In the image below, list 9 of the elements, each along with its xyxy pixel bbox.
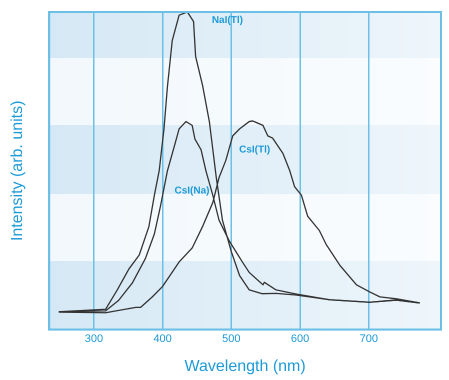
- x-tick-label: 300: [84, 333, 104, 346]
- x-tick-label: 600: [290, 333, 310, 346]
- x-tick-label: 400: [153, 333, 172, 346]
- y-axis-title: Intensity (arb. units): [9, 100, 26, 242]
- x-tick-label: 700: [360, 333, 378, 346]
- series-label: CsI(Na): [174, 185, 210, 196]
- x-axis-title: Wavelength (nm): [184, 358, 306, 375]
- series-label: CsI(Tl): [239, 144, 270, 156]
- x-tick-label: 500: [222, 333, 241, 346]
